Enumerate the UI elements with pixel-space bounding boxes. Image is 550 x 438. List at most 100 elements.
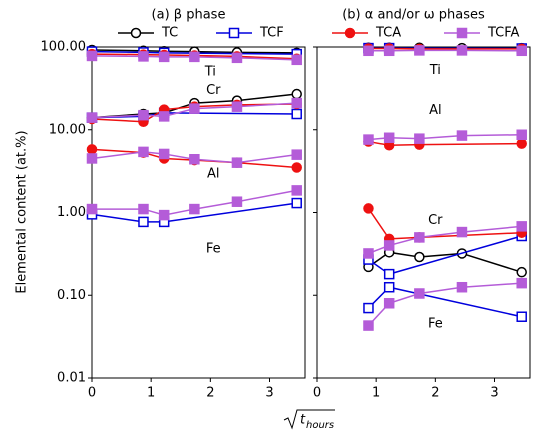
y-tick-label: 0.01 [57,371,86,386]
y-tick-label: 1.00 [57,205,86,220]
data-point [189,203,200,215]
data-point [158,51,170,63]
y-axis-label: Elemental content (at.%) [15,130,30,293]
data-point [414,133,425,144]
data-point [86,203,98,215]
y-tick-label: 0.10 [57,288,86,303]
legend-marker [228,27,240,39]
y-tick-label: 100.00 [41,40,87,55]
data-point [414,232,425,243]
series-line [368,140,522,146]
series-line [91,103,297,123]
legend-label: TCA [375,26,401,41]
series-line [91,49,297,54]
data-point [383,298,395,309]
x-axis-label-subscript: hours [306,420,334,431]
series-line [91,151,297,164]
data-point [291,54,302,66]
x-tick-label: 0 [313,386,321,401]
data-point [516,138,527,149]
data-point [516,311,527,322]
panel-title: (b) α and/or ω phases [342,8,485,23]
data-point [231,196,243,207]
data-point [86,153,98,164]
data-point [291,185,302,196]
y-tick-label: 10.00 [49,122,86,137]
data-point [383,281,395,293]
data-point [231,52,243,64]
x-tick-label: 3 [490,386,498,401]
data-point [86,112,98,123]
x-tick-label: 2 [206,386,214,401]
data-point [138,216,149,228]
data-point [456,45,468,56]
data-point [363,134,374,145]
data-point [414,45,425,56]
data-point [291,149,302,160]
data-point [363,203,374,214]
annotation: Al [207,167,220,182]
data-point [516,129,527,141]
data-point [456,130,468,141]
data-point [291,197,302,209]
data-point [363,320,374,331]
plot-frame [316,46,531,379]
data-point [456,226,468,238]
x-axis-label: t [300,413,306,428]
data-point [138,203,149,215]
data-point [363,302,374,314]
radical-sign [283,409,335,430]
x-tick-label: 1 [372,386,380,401]
legend-marker [130,27,142,39]
annotation: Ti [204,64,216,79]
annotation: Fe [428,316,443,331]
data-point [383,240,395,251]
data-point [516,277,527,289]
series-line [91,50,297,55]
legend-label: TCF [259,26,284,41]
legend-label: TC [161,26,178,41]
series-line [91,148,297,169]
data-point [158,209,170,221]
data-point [414,288,425,299]
annotation: Cr [428,213,443,228]
data-point [291,97,302,109]
series-line [92,189,297,216]
annotation: Al [429,103,442,118]
legend-marker [344,27,356,39]
data-point [363,248,374,259]
data-point [86,144,98,155]
data-point [291,88,302,100]
data-point [86,50,98,62]
data-point [291,162,302,173]
data-point [138,51,149,62]
annotation: Ti [429,63,441,78]
series-line [367,208,522,240]
series-line [91,53,297,60]
data-point [158,148,170,160]
data-point [291,108,302,120]
panel-title: (a) β phase [152,8,226,23]
annotation: Cr [206,83,221,98]
data-point [456,281,468,293]
data-point [516,45,527,57]
legend-label: TCFA [487,26,520,41]
data-point [231,157,243,168]
data-point [189,103,200,114]
series-line [91,202,297,223]
annotation: Fe [206,242,221,257]
data-point [383,45,395,57]
data-point [189,154,200,165]
data-point [516,266,527,278]
series-line [91,102,297,119]
x-tick-label: 1 [147,386,155,401]
data-point [158,111,170,122]
data-point [189,51,200,63]
x-tick-label: 2 [431,386,439,401]
data-point [516,221,527,232]
data-point [383,132,395,144]
data-point [414,251,425,263]
data-point [231,101,243,112]
